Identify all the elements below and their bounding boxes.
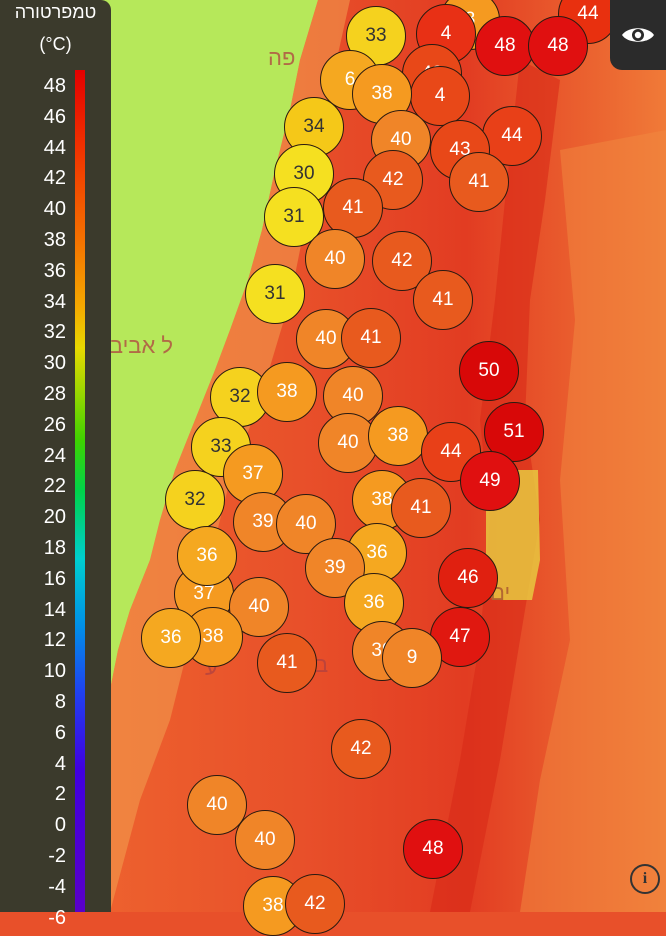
temperature-marker[interactable]: 41 [391, 478, 451, 538]
legend-tick-label: 28 [43, 383, 66, 405]
legend-tick-label: 34 [43, 290, 66, 313]
temperature-marker[interactable]: 31 [245, 264, 305, 324]
temperature-marker[interactable]: 36 [344, 573, 404, 633]
legend-tick-label: 48 [43, 75, 66, 97]
temperature-marker[interactable]: 48 [403, 819, 463, 879]
temperature-marker[interactable]: 38 [257, 362, 317, 422]
temperature-marker[interactable]: 41 [449, 152, 509, 212]
temperature-marker[interactable]: 42 [372, 231, 432, 291]
legend-tick-label: 10 [43, 660, 66, 683]
temperature-marker[interactable]: 36 [141, 608, 201, 668]
place-label-beer: ב [315, 652, 329, 677]
legend-tick-label: 44 [43, 136, 66, 159]
legend-tick-label: 6 [54, 721, 66, 744]
temperature-marker[interactable]: 41 [257, 633, 317, 693]
legend-tick-label: 12 [43, 629, 66, 652]
legend-tick-label: 4 [54, 752, 66, 775]
temperature-marker[interactable]: 42 [331, 719, 391, 779]
legend-tick-label: 8 [54, 691, 66, 713]
temperature-marker[interactable]: 32 [165, 470, 225, 530]
legend-tick-label: 14 [43, 598, 66, 621]
temperature-legend: טמפרטורה (°C) 48 46 44 42 40 38 36 34 32 30 28 26 24… [0, 0, 111, 928]
temperature-marker[interactable]: 40 [305, 229, 365, 289]
color-scale-bar [75, 70, 85, 912]
legend-tick-label: 32 [43, 321, 66, 344]
legend-tick-label: 26 [43, 413, 66, 436]
temperature-marker[interactable]: 49 [460, 451, 520, 511]
temperature-marker[interactable]: 48 [475, 16, 535, 76]
legend-tick-label: -6 [48, 906, 66, 929]
temperature-marker[interactable]: 41 [323, 178, 383, 238]
temperature-marker[interactable]: 42 [285, 874, 345, 934]
place-label-haifa: פה [268, 45, 296, 70]
legend-tick-label: 16 [43, 567, 66, 590]
legend-tick-label: -4 [48, 875, 66, 898]
east-plateau [520, 130, 666, 912]
legend-tick-label: 40 [43, 198, 66, 221]
temperature-marker[interactable]: 40 [235, 810, 295, 870]
temperature-marker[interactable]: 38 [352, 64, 412, 124]
temperature-marker[interactable]: 40 [318, 413, 378, 473]
legend-unit: (°C) [39, 34, 72, 54]
legend-tick-label: 42 [43, 167, 66, 190]
temperature-marker[interactable]: 36 [177, 526, 237, 586]
temperature-marker[interactable]: 48 [528, 16, 588, 76]
temperature-marker[interactable]: 38 [368, 406, 428, 466]
legend-tick-label: 2 [54, 783, 66, 806]
temperature-marker[interactable]: 41 [413, 270, 473, 330]
temperature-marker[interactable]: 41 [341, 308, 401, 368]
legend-tick-label: 24 [43, 444, 66, 467]
info-icon[interactable]: i [630, 864, 660, 894]
temperature-marker[interactable]: 50 [459, 341, 519, 401]
visibility-toggle-button[interactable] [610, 0, 666, 70]
legend-tick-label: 20 [43, 506, 66, 529]
temperature-marker[interactable]: 9 [382, 628, 442, 688]
legend-tick-label: 38 [43, 229, 66, 251]
legend-tick-label: 36 [43, 259, 66, 282]
temperature-marker[interactable]: 40 [187, 775, 247, 835]
legend-tick-label: 0 [54, 814, 66, 837]
temperature-marker[interactable]: 46 [438, 548, 498, 608]
legend-title: טמפרטורה [14, 2, 97, 22]
legend-tick-label: 46 [43, 105, 66, 128]
legend-tick-label: -2 [48, 845, 66, 867]
legend-tick-label: 18 [43, 537, 66, 559]
temperature-marker[interactable]: 39 [233, 492, 293, 552]
legend-tick-label: 30 [43, 352, 66, 375]
legend-tick-label: 22 [43, 475, 66, 498]
eye-icon [622, 28, 654, 42]
